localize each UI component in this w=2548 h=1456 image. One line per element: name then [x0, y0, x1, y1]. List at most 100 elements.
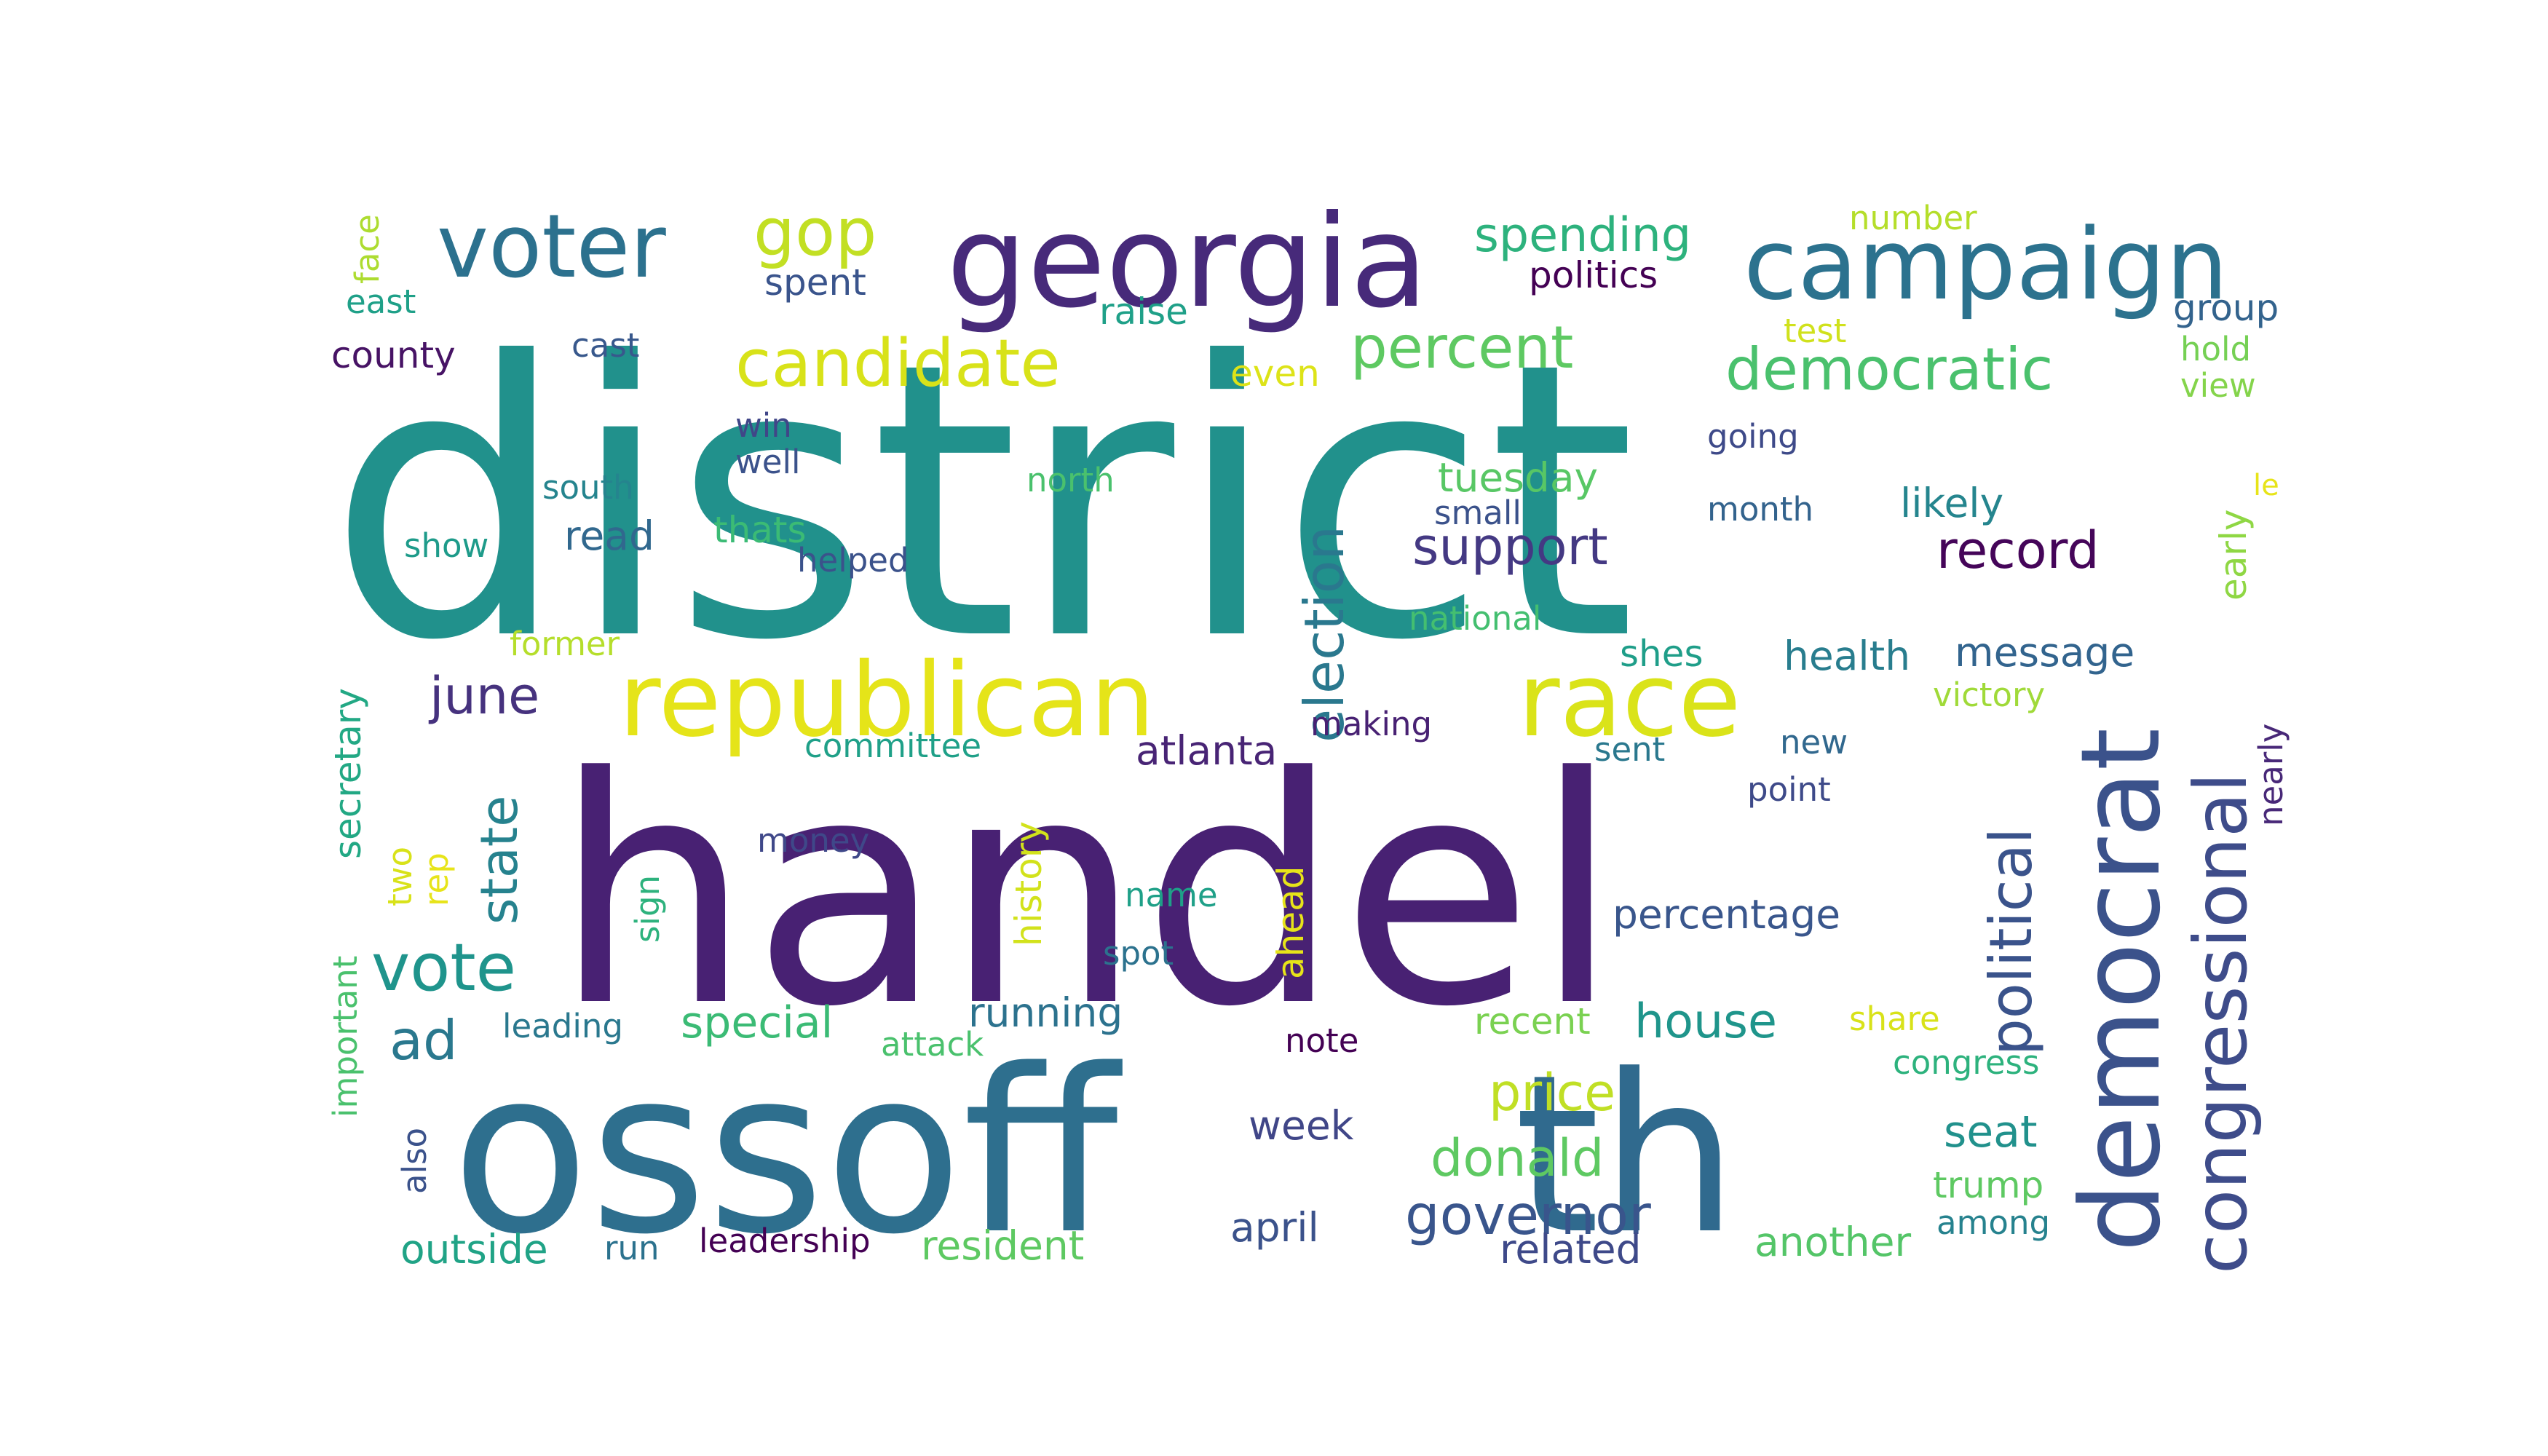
- word-cast: cast: [571, 326, 639, 365]
- word-raise: raise: [1099, 290, 1188, 333]
- word-name: name: [1125, 876, 1218, 914]
- word-group: group: [2173, 287, 2279, 329]
- word-history: history: [1008, 821, 1050, 946]
- word-going: going: [1707, 417, 1799, 456]
- word-shes: shes: [1620, 633, 1704, 675]
- word-spot: spot: [1103, 934, 1174, 973]
- word-april: april: [1230, 1204, 1319, 1251]
- word-two: two: [381, 847, 419, 906]
- word-house: house: [1634, 994, 1777, 1049]
- word-atlanta: atlanta: [1136, 727, 1277, 774]
- word-making: making: [1310, 705, 1432, 743]
- word-among: among: [1936, 1203, 2050, 1242]
- word-point: point: [1747, 770, 1831, 809]
- word-voter: voter: [437, 197, 666, 298]
- word-read: read: [564, 513, 654, 559]
- word-message: message: [1955, 629, 2134, 676]
- word-national: national: [1409, 599, 1541, 638]
- word-health: health: [1784, 633, 1910, 679]
- word-congress: congress: [1893, 1043, 2039, 1082]
- word-trump: trump: [1933, 1164, 2043, 1206]
- word-recent: recent: [1474, 1000, 1591, 1042]
- word-political: political: [1977, 828, 2045, 1056]
- word-nearly: nearly: [2252, 724, 2290, 826]
- word-election: election: [1292, 526, 1356, 743]
- word-attack: attack: [881, 1025, 984, 1064]
- word-candidate: candidate: [735, 325, 1061, 402]
- word-resident: resident: [921, 1222, 1084, 1269]
- word-also: also: [395, 1128, 434, 1194]
- word-number: number: [1849, 199, 1977, 237]
- word-face: face: [348, 214, 387, 284]
- word-week: week: [1249, 1102, 1354, 1149]
- word-leadership: leadership: [699, 1222, 871, 1260]
- word-even: even: [1230, 352, 1320, 395]
- word-helped: helped: [797, 541, 909, 579]
- word-th: th: [1514, 1028, 1738, 1282]
- word-run: run: [604, 1229, 660, 1267]
- word-east: east: [346, 282, 416, 321]
- word-victory: victory: [1933, 676, 2045, 714]
- word-view: view: [2180, 366, 2256, 405]
- word-money: money: [757, 821, 869, 860]
- word-seat: seat: [1944, 1107, 2037, 1158]
- word-new: new: [1780, 723, 1848, 761]
- word-ahead: ahead: [1270, 866, 1312, 979]
- word-secretary: secretary: [327, 688, 369, 859]
- word-ossoff: ossoff: [451, 1021, 1125, 1284]
- word-county: county: [331, 334, 456, 376]
- word-north: north: [1026, 461, 1115, 499]
- word-note: note: [1285, 1021, 1358, 1060]
- word-win: win: [735, 406, 792, 445]
- word-campaign: campaign: [1744, 207, 2228, 322]
- word-le: le: [2253, 469, 2279, 502]
- word-district: district: [328, 282, 1636, 723]
- word-share: share: [1849, 1000, 1940, 1038]
- word-month: month: [1707, 490, 1813, 529]
- word-vote: vote: [371, 930, 516, 1006]
- word-price: price: [1489, 1063, 1615, 1123]
- word-state: state: [470, 796, 529, 925]
- word-percentage: percentage: [1613, 891, 1840, 938]
- word-thats: thats: [713, 509, 807, 551]
- word-gop: gop: [753, 194, 877, 271]
- word-spent: spent: [764, 261, 866, 304]
- word-leading: leading: [502, 1007, 623, 1045]
- word-early: early: [2212, 510, 2255, 601]
- word-running: running: [968, 989, 1123, 1036]
- word-handel: handel: [553, 711, 1621, 1075]
- word-ad: ad: [389, 1008, 458, 1072]
- word-another: another: [1754, 1219, 1911, 1265]
- word-important: important: [326, 956, 365, 1117]
- word-donald: donald: [1431, 1128, 1604, 1188]
- word-hold: hold: [2180, 330, 2251, 368]
- word-show: show: [404, 526, 488, 565]
- word-outside: outside: [400, 1226, 548, 1273]
- word-governor: governor: [1405, 1183, 1651, 1247]
- word-south: south: [542, 468, 634, 507]
- word-republican: republican: [619, 641, 1155, 760]
- word-test: test: [1784, 312, 1846, 350]
- word-race: race: [1518, 641, 1741, 760]
- word-support: support: [1412, 517, 1608, 577]
- word-record: record: [1936, 521, 2100, 580]
- word-former: former: [510, 625, 620, 663]
- word-well: well: [735, 443, 801, 481]
- word-sent: sent: [1594, 730, 1665, 769]
- word-democrat: democrat: [2058, 728, 2185, 1252]
- word-congressional: congressional: [2178, 772, 2263, 1274]
- word-democratic: democratic: [1725, 336, 2053, 403]
- word-special: special: [681, 997, 833, 1048]
- word-related: related: [1500, 1226, 1642, 1273]
- word-sign: sign: [628, 875, 667, 943]
- word-politics: politics: [1529, 254, 1658, 296]
- word-committee: committee: [804, 727, 981, 765]
- word-likely: likely: [1900, 480, 2003, 526]
- word-june: june: [428, 666, 539, 726]
- word-rep: rep: [417, 852, 456, 906]
- word-small: small: [1434, 494, 1522, 532]
- word-georgia: georgia: [946, 189, 1428, 336]
- word-spending: spending: [1474, 208, 1691, 263]
- word-tuesday: tuesday: [1438, 454, 1598, 501]
